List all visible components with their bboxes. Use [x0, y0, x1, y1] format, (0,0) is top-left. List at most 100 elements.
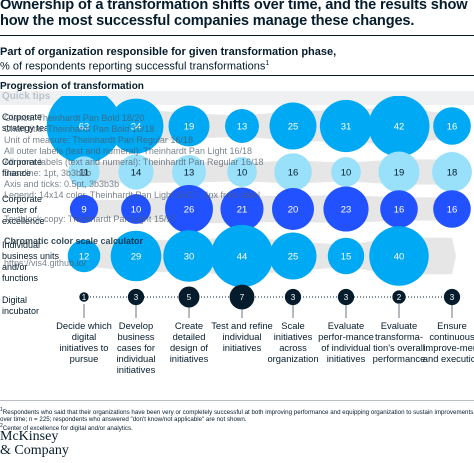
- column-label: Test and refine individual initiatives: [211, 320, 273, 353]
- row-label: finance: [2, 168, 31, 178]
- bubble-value: 18: [447, 168, 458, 179]
- bubble-value: 44: [237, 252, 248, 263]
- bubble-value: 30: [184, 252, 195, 263]
- progression-title: Progression of transformation: [0, 81, 144, 92]
- bubble-value: 3: [291, 293, 296, 302]
- row-label: strategy team: [2, 123, 57, 133]
- bubble-value: 11: [79, 168, 89, 179]
- column-label: Decide which digital initiatives to purs…: [56, 320, 112, 364]
- tip-line-3: Unit of measure: Theinhardt Pan Regular …: [4, 135, 193, 145]
- bubble: [69, 194, 99, 224]
- tip-line-4: All outer labels (text and numeral): The…: [4, 146, 252, 156]
- bubble-value: 31: [341, 122, 352, 133]
- headline-rule: [0, 35, 474, 36]
- bubble-value: 23: [341, 205, 352, 216]
- bubble-value: 15: [341, 252, 352, 263]
- bubble: [67, 239, 101, 273]
- bubble-value: 1: [82, 293, 87, 302]
- bubble-value: 16: [394, 205, 405, 216]
- bubble-value: 16: [447, 205, 458, 216]
- bubble: [108, 98, 164, 154]
- bubble-value: 9: [81, 205, 86, 216]
- logo-line-2: & Company: [0, 443, 69, 458]
- row-label: excellence: [2, 216, 45, 226]
- bubble: [443, 288, 461, 306]
- tip-line-5: All inner labels (text and numeral): The…: [4, 157, 264, 167]
- bubble: [274, 153, 312, 191]
- bubble: [323, 186, 369, 232]
- chart-subtitle: Part of organization responsible for giv…: [0, 46, 474, 73]
- bubble-value: 5: [187, 293, 192, 302]
- bubble: [319, 99, 373, 153]
- bubble: [432, 152, 472, 192]
- bubble-value: 21: [237, 205, 248, 216]
- bubble: [284, 288, 302, 306]
- column-label: Scale initiatives across organization: [267, 320, 319, 364]
- bubble-value: 16: [288, 168, 299, 179]
- bubble-value: 25: [288, 252, 299, 263]
- section-rule: [0, 75, 474, 76]
- bubble: [118, 154, 154, 190]
- row-label: and/or: [2, 262, 28, 272]
- bubble-value: 63: [79, 122, 90, 133]
- quick-tips-bar: Quick tips: [0, 91, 474, 105]
- bubble: [331, 157, 361, 187]
- tip-line-6: Baseline: 1pt, 3b3b3b: [4, 168, 92, 178]
- bubble: [163, 230, 215, 282]
- bubble: [68, 156, 100, 188]
- bubble: [110, 230, 162, 282]
- bubble-value: 14: [131, 168, 142, 179]
- bubble: [269, 232, 317, 280]
- bubble: [127, 288, 145, 306]
- column-label: Develop business cases for individual in…: [116, 320, 156, 375]
- subtitle-unit: % of respondents reporting successful tr…: [0, 60, 266, 73]
- bubble-value: 34: [131, 122, 142, 133]
- bubble: [368, 96, 430, 157]
- footnotes: 1Respondents who said that their organiz…: [0, 407, 474, 433]
- bubble-value: 13: [237, 122, 248, 133]
- bubble: [172, 155, 206, 189]
- bubble: [229, 284, 255, 310]
- bubble: [220, 187, 264, 231]
- row-label: center of: [2, 205, 38, 215]
- bubble: [433, 190, 471, 228]
- bubble: [46, 96, 122, 164]
- bubble: [380, 190, 418, 228]
- logo-line-1: McKinsey: [0, 429, 59, 444]
- bubble: [121, 194, 151, 224]
- subtitle-footnote-mark: 1: [265, 60, 270, 67]
- bubble-value: 29: [131, 252, 142, 263]
- bubble: [79, 292, 89, 302]
- tip-line-1: Glance: Theinhardt Pan Bold 18/20: [4, 113, 145, 123]
- bubble-value: 7: [240, 293, 245, 302]
- bubble: [178, 286, 200, 308]
- bubble: [378, 151, 420, 193]
- bubble-value: 3: [450, 293, 455, 302]
- bubble-value: 40: [394, 252, 405, 263]
- row-label: Individual: [2, 240, 40, 250]
- bubble-value: 10: [237, 168, 248, 179]
- row-label: Corporate: [2, 194, 42, 204]
- footnote-rule: [0, 400, 474, 401]
- column-label: Create detailed design of initiatives: [169, 320, 209, 364]
- bubble-value: 12: [79, 252, 90, 263]
- bubble: [337, 288, 355, 306]
- bubble: [271, 187, 315, 231]
- bubble-value: 16: [447, 122, 458, 133]
- bubble-value: 3: [134, 293, 139, 302]
- bubble-value: 25: [288, 122, 299, 133]
- bubble-value: 2: [397, 293, 402, 302]
- subtitle-bold: Part of organization responsible for giv…: [0, 46, 337, 58]
- tip-line-2: Chart title: Theinhardt Pan Bold 16/18: [4, 124, 155, 134]
- bubble-value: 3: [344, 293, 349, 302]
- column-label: Evaluate perfor-mance of individual init…: [318, 320, 374, 364]
- bubble-value: 10: [131, 205, 142, 216]
- bubble: [392, 290, 406, 304]
- tip-line-9: Textblock copy: Theinhardt Pan Light 15/…: [4, 214, 177, 224]
- chromatic-calculator-url: https://vis4.github.io/: [4, 258, 87, 268]
- bubble: [369, 226, 429, 286]
- bubble: [225, 109, 259, 143]
- column-label: Ensure continuous improve-ment and execu…: [422, 320, 474, 364]
- row-label: Corporate: [2, 112, 42, 122]
